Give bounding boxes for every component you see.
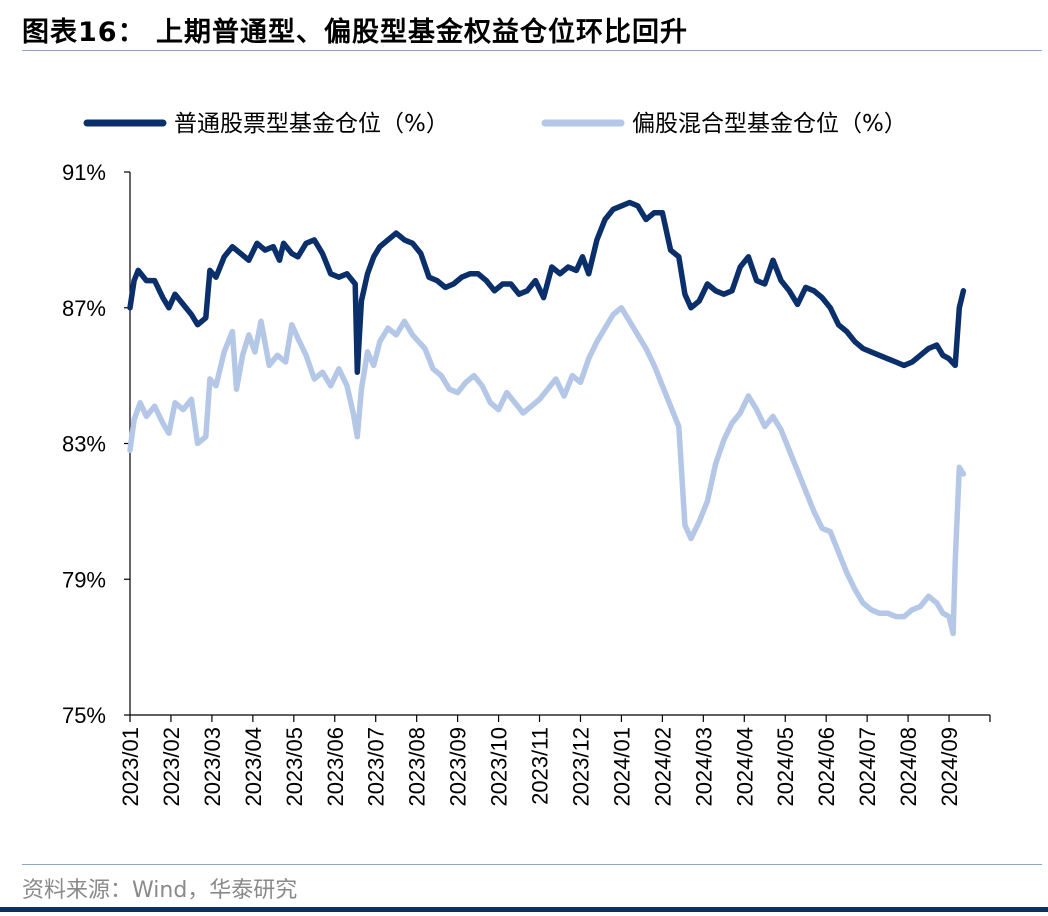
- y-tick-label: 83%: [62, 432, 106, 457]
- source-note: 资料来源：Wind，华泰研究: [22, 878, 298, 903]
- line-chart: 普通股票型基金仓位（%） 偏股混合型基金仓位（%） 75% 79% 83% 87% 91…: [62, 111, 991, 807]
- axes: [129, 172, 990, 716]
- x-tick-label: 2023/06: [323, 727, 348, 807]
- series-lines: [127, 199, 967, 637]
- x-tick-label: 2023/02: [159, 727, 184, 807]
- legend: 普通股票型基金仓位（%） 偏股混合型基金仓位（%）: [83, 111, 907, 137]
- x-tick-label: 2023/12: [568, 727, 593, 807]
- x-tick-label: 2023/08: [405, 727, 430, 807]
- x-tick-label: 2023/09: [446, 727, 471, 807]
- series-line-hybrid-fund: [127, 305, 967, 637]
- source-divider: [22, 864, 1042, 865]
- x-tick-label: 2024/09: [937, 727, 962, 807]
- x-tick-label: 2023/07: [364, 727, 389, 807]
- bottom-bar: [0, 907, 1048, 912]
- x-tick-label: 2023/10: [487, 727, 512, 807]
- y-tick-label: 91%: [62, 160, 106, 185]
- x-tick-label: 2023/03: [200, 727, 225, 807]
- legend-label-stock: 普通股票型基金仓位（%）: [174, 111, 449, 137]
- x-tick-label: 2024/08: [896, 727, 921, 807]
- x-tick-label: 2023/01: [118, 727, 143, 807]
- x-tick-label: 2023/11: [528, 727, 553, 805]
- chart-title: 图表16： 上期普通型、偏股型基金权益仓位环比回升: [22, 17, 688, 48]
- x-tick-label: 2024/03: [691, 727, 716, 807]
- y-tick-label: 87%: [62, 296, 106, 321]
- legend-label-hybrid: 偏股混合型基金仓位（%）: [632, 111, 907, 137]
- x-axis-ticks: 2023/01 2023/02 2023/03 2023/04 2023/05 2023/…: [118, 715, 991, 807]
- series-line-stock-fund: [127, 199, 967, 375]
- y-axis-ticks: 75% 79% 83% 87% 91%: [62, 160, 130, 728]
- title-divider: [22, 50, 1042, 51]
- x-tick-label: 2024/05: [773, 727, 798, 807]
- x-tick-label: 2024/06: [814, 727, 839, 807]
- x-tick-label: 2023/04: [241, 727, 266, 807]
- x-tick-label: 2024/04: [732, 727, 757, 807]
- x-tick-label: 2023/05: [282, 727, 307, 807]
- y-tick-label: 75%: [62, 703, 106, 728]
- x-tick-label: 2024/01: [609, 727, 634, 807]
- y-tick-label: 79%: [62, 567, 106, 592]
- x-tick-label: 2024/02: [650, 727, 675, 807]
- x-tick-label: 2024/07: [855, 727, 880, 807]
